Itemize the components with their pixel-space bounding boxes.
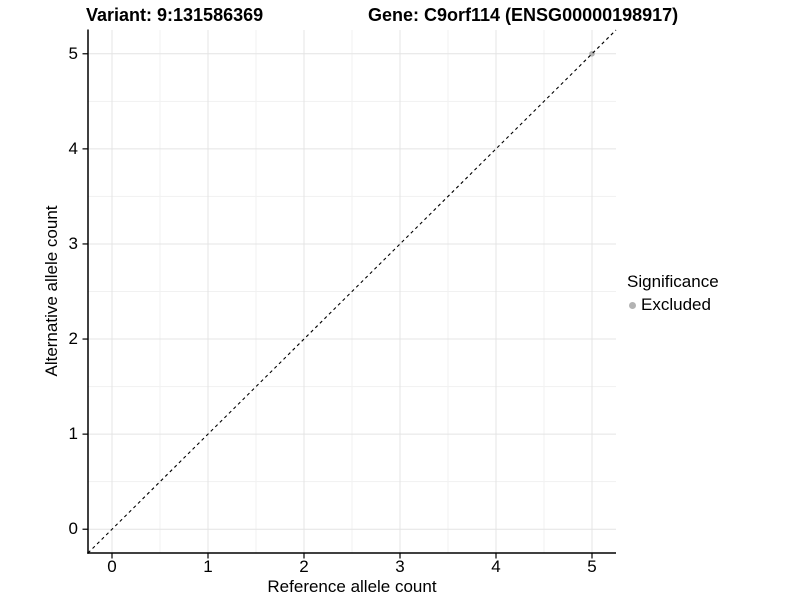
x-tick-label: 0: [107, 557, 117, 576]
x-tick-label: 1: [203, 557, 213, 576]
y-axis-title: Alternative allele count: [42, 205, 61, 377]
legend-item-excluded: Excluded: [627, 295, 719, 315]
y-tick-label: 4: [68, 138, 78, 158]
y-tick-label: 2: [68, 329, 78, 349]
y-tick-label: 0: [68, 519, 78, 539]
y-tick-label: 1: [68, 424, 78, 444]
y-tick-label: 3: [68, 233, 78, 253]
plot-canvas: [82, 29, 617, 559]
identity-line: [87, 29, 617, 554]
legend-title: Significance: [627, 272, 719, 291]
x-tick-label: 3: [395, 557, 405, 576]
plot-title-gene: Gene: C9orf114 (ENSG00000198917): [368, 5, 679, 25]
legend: Significance Excluded: [627, 272, 719, 315]
x-axis-title: Reference allele count: [267, 577, 437, 596]
x-tick-label: 4: [491, 557, 501, 576]
legend-item-label: Excluded: [641, 295, 711, 314]
x-tick-label: 5: [587, 557, 597, 576]
plot-panel: [82, 29, 617, 559]
plot-title-variant: Variant: 9:131586369: [86, 5, 264, 25]
y-tick-label: 5: [68, 43, 78, 63]
legend-point-icon: [629, 301, 636, 309]
x-tick-label: 2: [299, 557, 309, 576]
